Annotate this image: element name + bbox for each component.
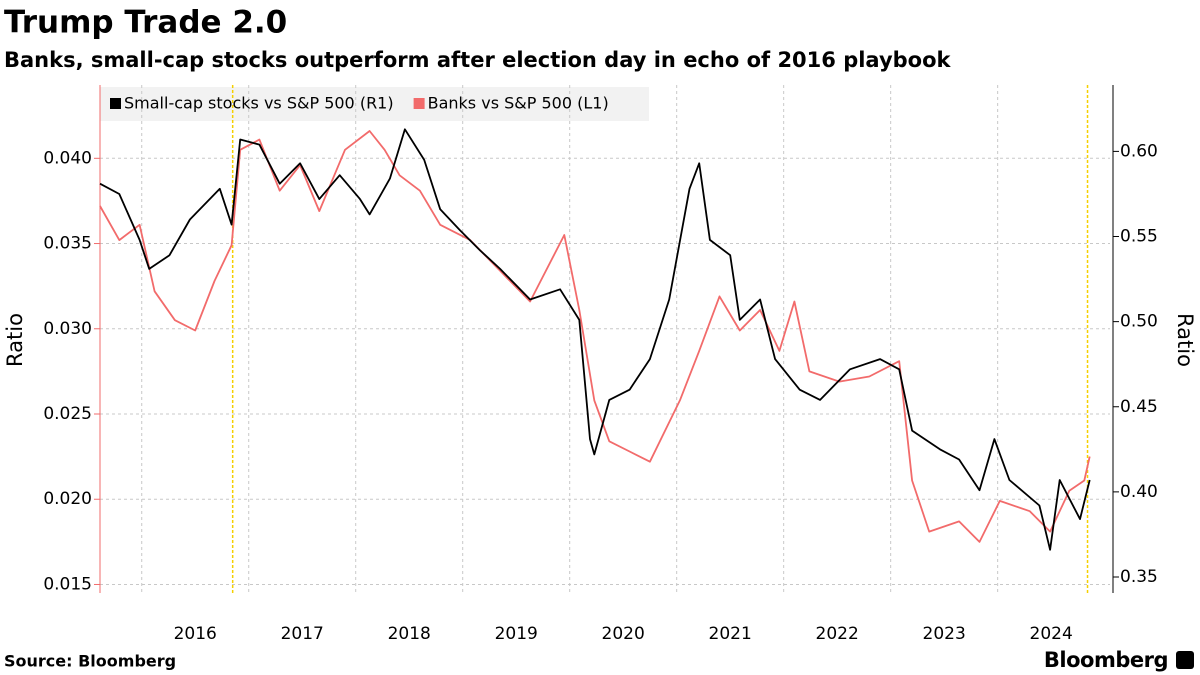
legend-swatch: [413, 98, 425, 109]
y-tick-label: 0.020: [43, 489, 92, 509]
legend-label: Banks vs S&P 500 (L1): [428, 94, 609, 113]
source: Source: Bloomberg: [4, 652, 176, 671]
series-line: [99, 130, 1091, 543]
y-tick-label: 0.015: [43, 574, 92, 594]
y-tick-label: 0.030: [43, 319, 92, 339]
y-tick-label: 0.025: [43, 404, 92, 424]
y2-tick-label: 0.55: [1120, 227, 1158, 247]
legend-swatch: [110, 98, 121, 109]
y-axis-label: Ratio: [3, 313, 27, 367]
x-tick-label: 2023: [923, 624, 966, 644]
brand: Bloomberg: [1044, 648, 1168, 672]
chart-subtitle: Banks, small-cap stocks outperform after…: [4, 48, 952, 72]
chart-title: Trump Trade 2.0: [4, 5, 287, 41]
y-tick-label: 0.035: [43, 234, 92, 254]
x-tick-label: 2021: [709, 624, 752, 644]
y2-tick-label: 0.60: [1120, 141, 1158, 161]
y2-axis-label: Ratio: [1173, 313, 1197, 367]
y-tick-label: 0.040: [43, 148, 92, 168]
y2-tick-label: 0.50: [1120, 312, 1158, 332]
x-tick-label: 2022: [816, 624, 859, 644]
legend-label: Small-cap stocks vs S&P 500 (R1): [124, 94, 394, 113]
x-tick-label: 2018: [388, 624, 431, 644]
x-tick-label: 2019: [495, 624, 538, 644]
series-line: [99, 128, 1091, 551]
x-tick-label: 2024: [1030, 624, 1073, 644]
x-tick-label: 2020: [602, 624, 645, 644]
y2-tick-label: 0.35: [1120, 567, 1158, 587]
y2-tick-label: 0.40: [1120, 482, 1158, 502]
legend-box: [100, 87, 649, 121]
x-tick-label: 2016: [174, 624, 217, 644]
x-tick-label: 2017: [281, 624, 324, 644]
brand-icon: [1176, 651, 1194, 669]
y2-tick-label: 0.45: [1120, 397, 1158, 417]
